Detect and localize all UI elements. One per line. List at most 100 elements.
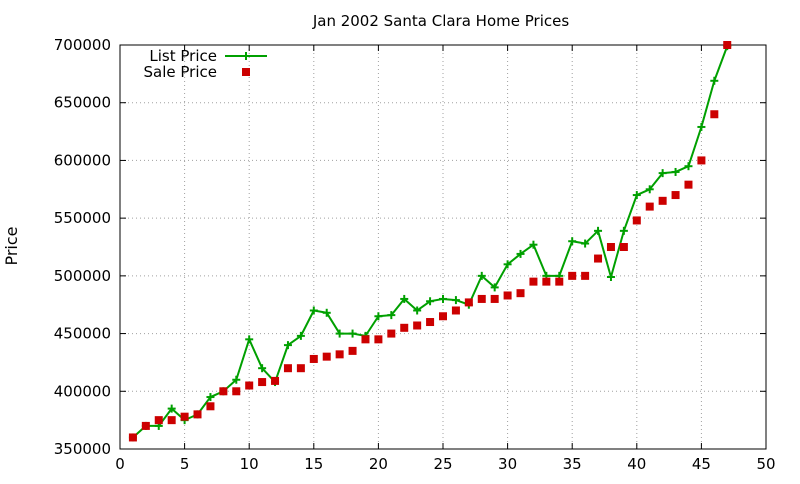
- sale-price-point: [464, 298, 473, 307]
- x-tick-label: 25: [433, 455, 452, 473]
- sale-price-point: [426, 318, 435, 327]
- legend-entry: Sale Price: [144, 63, 250, 81]
- y-tick-label: 700000: [54, 36, 111, 54]
- list-price-point: [348, 329, 357, 338]
- x-tick-label: 35: [563, 455, 582, 473]
- series-sale-price: [128, 41, 732, 442]
- legend-entry: List Price: [149, 47, 267, 65]
- x-tick-label: 5: [180, 455, 190, 473]
- list-price-point: [606, 273, 615, 282]
- sale-price-point: [529, 277, 538, 286]
- sale-price-point: [542, 277, 551, 286]
- sale-price-point: [594, 254, 603, 263]
- sale-price-point: [154, 416, 163, 425]
- y-tick-label: 600000: [54, 151, 111, 169]
- series-layer: [128, 41, 732, 442]
- legend-marker: [242, 68, 250, 76]
- list-price-point: [335, 329, 344, 338]
- list-price-point: [645, 185, 654, 194]
- sale-price-point: [619, 243, 628, 251]
- sale-price-point: [361, 335, 370, 344]
- list-price-point: [167, 404, 176, 413]
- sale-price-point: [632, 216, 641, 225]
- sale-price-point: [348, 346, 357, 355]
- sale-price-point: [606, 243, 615, 251]
- x-tick-label: 10: [240, 455, 259, 473]
- list-price-point: [684, 162, 693, 171]
- list-price-point: [632, 191, 641, 200]
- list-price-point: [426, 297, 435, 306]
- list-price-point: [516, 249, 525, 258]
- series-list-price: [128, 42, 732, 442]
- list-price-point: [451, 296, 460, 305]
- y-tick-label: 500000: [54, 267, 111, 285]
- sale-price-point: [697, 156, 706, 165]
- list-price-point: [529, 240, 538, 249]
- sale-price-point: [439, 312, 447, 321]
- sale-price-point: [568, 271, 577, 280]
- sale-price-point: [503, 291, 512, 300]
- chart-title: Jan 2002 Santa Clara Home Prices: [312, 12, 570, 30]
- sale-price-point: [193, 410, 202, 419]
- list-price-line: [132, 45, 729, 439]
- list-price-point: [258, 364, 267, 373]
- y-tick-label: 650000: [54, 94, 111, 112]
- y-axis-label: Price: [2, 226, 21, 265]
- sale-price-point: [387, 329, 396, 338]
- sale-price-point: [232, 387, 241, 396]
- sale-price-point: [413, 321, 422, 330]
- sale-price-point: [710, 110, 719, 119]
- list-price-point: [283, 341, 292, 350]
- y-tick-label: 400000: [54, 382, 111, 400]
- sale-price-point: [451, 306, 460, 315]
- sale-price-point: [723, 41, 732, 49]
- x-tick-label: 15: [304, 455, 323, 473]
- list-price-point: [413, 306, 422, 315]
- sale-price-point: [374, 335, 383, 344]
- list-price-point: [594, 226, 603, 235]
- sale-price-point: [296, 364, 305, 373]
- sale-price-point: [180, 412, 189, 421]
- list-price-point: [439, 294, 447, 303]
- sale-price-point: [245, 381, 254, 390]
- list-price-point: [658, 169, 667, 178]
- list-price-point: [387, 311, 396, 320]
- list-price-point: [400, 294, 409, 303]
- list-price-point: [710, 76, 719, 85]
- x-tick-label: 0: [115, 455, 125, 473]
- sale-price-point: [516, 289, 525, 298]
- sale-price-point: [645, 202, 654, 211]
- x-tick-label: 50: [756, 455, 775, 473]
- sale-price-point: [258, 378, 267, 387]
- sale-price-point: [283, 364, 292, 373]
- sale-price-point: [128, 433, 137, 442]
- sale-price-point: [141, 421, 150, 430]
- sale-price-point: [309, 354, 318, 363]
- list-price-point: [697, 122, 706, 131]
- sale-price-point: [322, 352, 331, 361]
- list-price-point: [490, 283, 499, 292]
- list-price-point: [232, 375, 241, 384]
- x-tick-label: 20: [369, 455, 388, 473]
- sale-price-point: [477, 294, 486, 303]
- sale-price-point: [335, 350, 344, 359]
- sale-price-point: [271, 376, 280, 385]
- list-price-point: [374, 312, 383, 321]
- y-tick-label: 550000: [54, 209, 111, 227]
- list-price-point: [568, 237, 577, 246]
- grid-lines: [120, 45, 766, 449]
- list-price-point: [322, 308, 331, 317]
- sale-price-point: [400, 323, 409, 332]
- y-tick-label: 350000: [54, 440, 111, 458]
- list-price-point: [309, 306, 318, 315]
- list-price-point: [477, 271, 486, 280]
- sale-price-point: [206, 402, 215, 411]
- legend-label: Sale Price: [144, 63, 217, 81]
- list-price-point: [206, 393, 215, 402]
- sale-price-point: [581, 271, 590, 280]
- sale-price-point: [671, 191, 680, 200]
- x-tick-label: 40: [627, 455, 646, 473]
- list-price-point: [581, 239, 590, 248]
